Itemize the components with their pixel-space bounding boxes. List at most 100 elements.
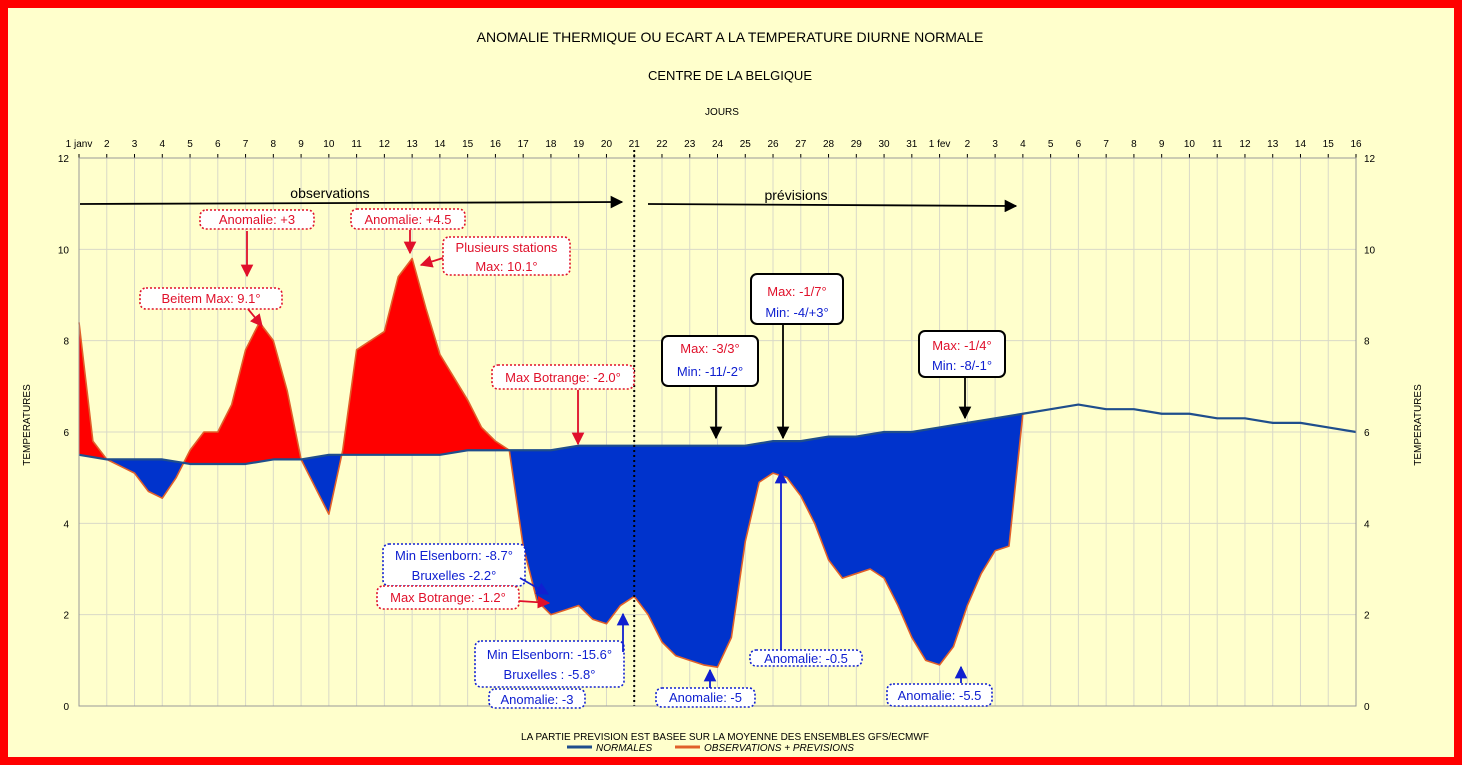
x-tick-label: 8 bbox=[271, 139, 277, 150]
annotation-anomalie-minus55-text: Anomalie: -5.5 bbox=[898, 688, 982, 703]
annotation-anomalie-plus45-text: Anomalie: +4.5 bbox=[364, 212, 451, 227]
annotation-anomalie-minus3: Anomalie: -3 bbox=[488, 688, 586, 709]
x-tick-label: 30 bbox=[879, 139, 891, 150]
annotation-range-feb2-text: Min: -8/-1° bbox=[932, 358, 992, 373]
x-tick-label: 4 bbox=[1020, 139, 1026, 150]
annotation-plusieurs-stations-text: Plusieurs stations bbox=[456, 240, 558, 255]
annotation-arrow bbox=[419, 255, 444, 268]
annotation-plusieurs-stations-box bbox=[442, 236, 571, 276]
annotation-range-day26-text: Max: -1/7° bbox=[767, 284, 826, 299]
x-tick-label: 16 bbox=[1350, 139, 1362, 150]
y-axis-label-left: TEMPERATURES bbox=[22, 384, 33, 466]
annotation-arrow bbox=[247, 308, 263, 327]
x-tick-label: 17 bbox=[518, 139, 530, 150]
x-tick-label: 15 bbox=[1323, 139, 1335, 150]
y-tick-label-left: 10 bbox=[58, 245, 70, 256]
y-tick-label-right: 6 bbox=[1364, 428, 1370, 439]
x-tick-label: 7 bbox=[1103, 139, 1109, 150]
x-tick-label: 7 bbox=[243, 139, 249, 150]
annotation-anomalie-minus55: Anomalie: -5.5 bbox=[886, 683, 993, 707]
x-tick-label: 10 bbox=[323, 139, 335, 150]
annotation-min-elsenborn-87-box bbox=[382, 543, 526, 587]
x-tick-label: 11 bbox=[351, 139, 362, 150]
x-tick-label: 9 bbox=[1159, 139, 1165, 150]
annotation-arrow bbox=[647, 199, 1018, 213]
annotation-max-botrange-12-box bbox=[376, 585, 520, 610]
y-tick-label-left: 2 bbox=[63, 611, 69, 622]
warm-anomaly-area bbox=[342, 258, 508, 455]
x-tick-label: 5 bbox=[187, 139, 193, 150]
annotation-max-botrange-20-text: Max Botrange: -2.0° bbox=[505, 370, 621, 385]
annotation-arrow bbox=[79, 195, 624, 209]
x-tick-label: 10 bbox=[1184, 139, 1196, 150]
annotation-anomalie-plus3: Anomalie: +3 bbox=[199, 209, 315, 230]
x-tick-label: 26 bbox=[767, 139, 779, 150]
annotation-min-elsenborn-156-text: Min Elsenborn: -15.6° bbox=[487, 647, 612, 662]
legend-obs-label: OBSERVATIONS + PREVISIONS bbox=[704, 743, 854, 754]
x-tick-label: 24 bbox=[712, 139, 724, 150]
y-tick-label-right: 0 bbox=[1364, 702, 1370, 713]
y-tick-label-left: 6 bbox=[63, 428, 69, 439]
annotation-anomalie-minus3-box bbox=[488, 688, 586, 709]
x-tick-label: 31 bbox=[906, 139, 918, 150]
annotation-min-elsenborn-156-text: Bruxelles : -5.8° bbox=[504, 667, 596, 682]
x-tick-label: 21 bbox=[629, 139, 641, 150]
annotation-min-elsenborn-87-text: Bruxelles -2.2° bbox=[412, 568, 497, 583]
annotation-range-day23-text: Max: -3/3° bbox=[680, 341, 739, 356]
x-tick-label: 3 bbox=[132, 139, 138, 150]
annotation-plusieurs-stations-text: Max: 10.1° bbox=[475, 259, 537, 274]
x-tick-label: 8 bbox=[1131, 139, 1137, 150]
x-tick-label: 27 bbox=[795, 139, 807, 150]
x-tick-label: 23 bbox=[684, 139, 696, 150]
annotation-anomalie-plus45: Anomalie: +4.5 bbox=[350, 208, 466, 230]
y-tick-label-left: 8 bbox=[63, 337, 69, 348]
x-tick-label: 15 bbox=[462, 139, 474, 150]
series-lines bbox=[78, 150, 1357, 706]
legend-normales-label: NORMALES bbox=[596, 743, 652, 754]
annotation-anomalie-minus05: Anomalie: -0.5 bbox=[749, 649, 863, 667]
x-tick-label: 3 bbox=[992, 139, 998, 150]
x-tick-label: 1 janv bbox=[66, 139, 93, 150]
x-tick-label: 22 bbox=[656, 139, 668, 150]
x-axis-label: JOURS bbox=[705, 107, 739, 118]
annotation-range-feb2-box bbox=[918, 330, 1006, 378]
x-tick-label: 11 bbox=[1212, 139, 1223, 150]
chart-title: ANOMALIE THERMIQUE OU ECART A LA TEMPERA… bbox=[477, 29, 984, 45]
x-tick-label: 28 bbox=[823, 139, 835, 150]
x-tick-label: 2 bbox=[965, 139, 971, 150]
annotation-range-feb2: Max: -1/4° Min: -8/-1° bbox=[918, 330, 1006, 378]
warm-anomaly-area bbox=[79, 322, 107, 460]
annotation-min-elsenborn-156-box bbox=[474, 640, 625, 688]
x-tick-label: 2 bbox=[104, 139, 110, 150]
x-tick-label: 16 bbox=[490, 139, 502, 150]
x-tick-label: 5 bbox=[1048, 139, 1054, 150]
x-tick-label: 14 bbox=[1295, 139, 1307, 150]
annotation-anomalie-minus5-box bbox=[655, 687, 756, 708]
x-tick-label: 6 bbox=[215, 139, 221, 150]
annotation-beitem-max-box bbox=[139, 287, 283, 310]
annotation-range-day23-box bbox=[661, 335, 759, 387]
y-tick-label-right: 8 bbox=[1364, 337, 1370, 348]
annotation-anomalie-minus05-text: Anomalie: -0.5 bbox=[764, 651, 848, 666]
annotation-beitem-max: Beitem Max: 9.1° bbox=[139, 287, 283, 310]
x-tick-label: 1 fev bbox=[929, 139, 951, 150]
observations-label: observations bbox=[290, 185, 369, 201]
previsions-label: prévisions bbox=[764, 187, 827, 203]
x-tick-label: 14 bbox=[434, 139, 446, 150]
x-tick-label: 29 bbox=[851, 139, 863, 150]
y-tick-label-right: 2 bbox=[1364, 611, 1370, 622]
annotation-anomalie-minus5-text: Anomalie: -5 bbox=[669, 690, 742, 705]
cold-anomaly-area bbox=[509, 413, 1023, 668]
annotation-anomalie-plus3-text: Anomalie: +3 bbox=[219, 212, 295, 227]
annotations: Anomalie: +3 Beitem Max: 9.1° Anomalie: +4… bbox=[79, 195, 1018, 709]
annotation-anomalie-minus55-box bbox=[886, 683, 993, 707]
annotation-range-day26-box bbox=[750, 273, 844, 325]
annotation-anomalie-minus05-box bbox=[749, 649, 863, 667]
x-tick-label: 25 bbox=[740, 139, 752, 150]
y-tick-label-left: 4 bbox=[63, 519, 69, 530]
footer-note: LA PARTIE PREVISION EST BASEE SUR LA MOY… bbox=[521, 732, 929, 743]
y-tick-label-right: 12 bbox=[1364, 154, 1376, 165]
x-tick-label: 13 bbox=[407, 139, 419, 150]
x-tick-label: 19 bbox=[573, 139, 585, 150]
annotation-anomalie-minus3-text: Anomalie: -3 bbox=[501, 692, 574, 707]
